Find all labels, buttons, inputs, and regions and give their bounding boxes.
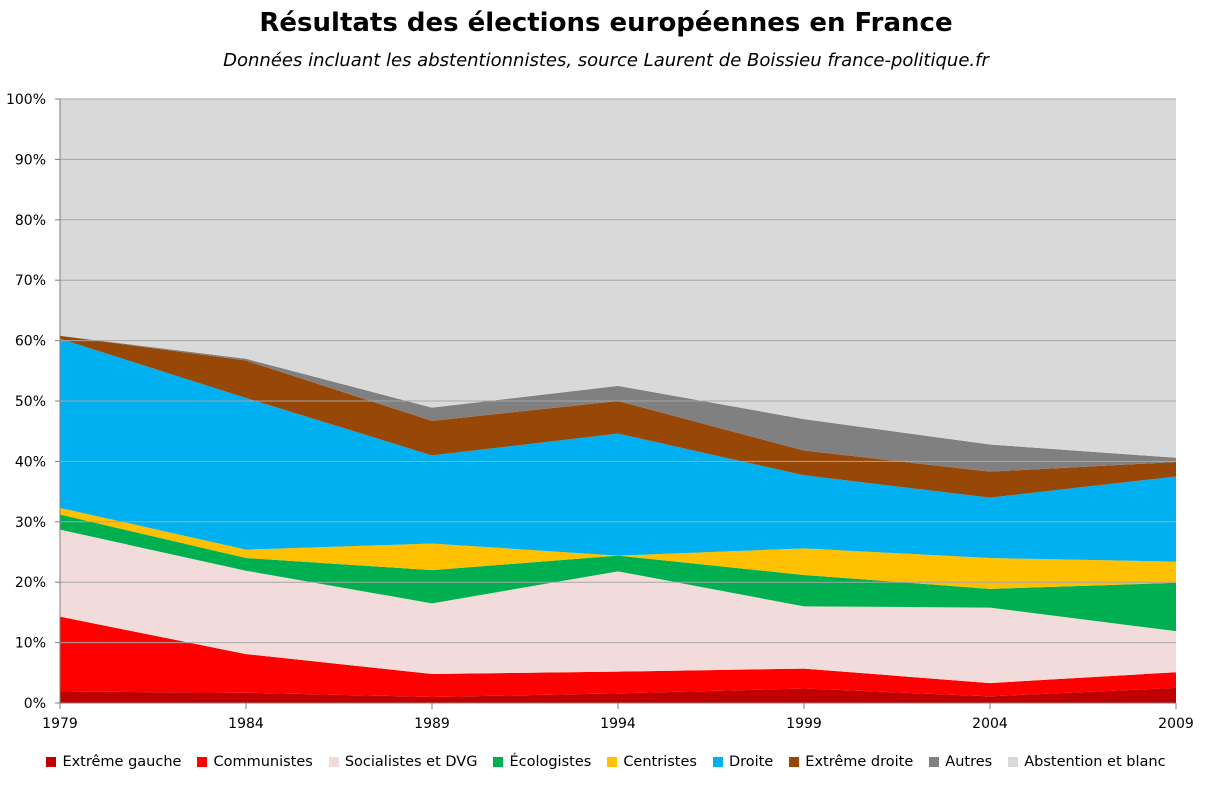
- y-tick-label: 80%: [15, 213, 46, 229]
- grid-layer: [60, 98, 1176, 704]
- legend-swatch: [929, 757, 940, 767]
- legend-label: Écologistes: [509, 754, 592, 770]
- area-series-6: [60, 335, 1176, 498]
- legend-item: Droite: [712, 754, 774, 770]
- chart-title: Résultats des élections européennes en F…: [259, 8, 953, 38]
- legend-swatch: [328, 757, 339, 767]
- area-series-7: [60, 335, 1176, 472]
- area-series-1: [60, 616, 1176, 697]
- area-series-8: [60, 99, 1176, 458]
- axis-layer: 0% 10% 20% 30% 40% 50% 60% 70% 80% 90% 100% 1979 198…: [6, 92, 1194, 732]
- area-series-0: [60, 687, 1176, 703]
- x-tick-label: 1984: [228, 716, 264, 732]
- legend-swatch: [46, 757, 57, 767]
- legend-item: Socialistes et DVG: [328, 754, 478, 770]
- area-series-2: [60, 529, 1176, 684]
- area-series-3: [60, 514, 1176, 632]
- area-series-4: [60, 507, 1176, 589]
- y-tick-label: 30%: [15, 515, 46, 531]
- y-tick-label: 100%: [6, 92, 46, 108]
- legend-item: Abstention et blanc: [1008, 754, 1166, 770]
- y-tick-label: 40%: [15, 454, 46, 470]
- legend-label: Communistes: [213, 754, 313, 770]
- legend-item: Écologistes: [493, 754, 591, 770]
- y-tick-label: 90%: [15, 152, 46, 168]
- legend: Extrême gauche Communistes Socialistes et …: [0, 754, 1212, 770]
- legend-swatch: [493, 757, 504, 767]
- y-tick-label: 0%: [24, 696, 46, 712]
- chart-subtitle: Données incluant les abstentionnistes, s…: [223, 50, 989, 71]
- y-tick-label: 50%: [15, 394, 46, 410]
- legend-item: Centristes: [607, 754, 697, 770]
- legend-item: Communistes: [197, 754, 313, 770]
- x-tick-label: 1989: [414, 716, 450, 732]
- x-tick-label: 2004: [972, 716, 1008, 732]
- legend-label: Extrême gauche: [62, 754, 182, 770]
- legend-label: Droite: [728, 754, 774, 770]
- x-tick-label: 1999: [786, 716, 822, 732]
- x-tick-label: 2009: [1158, 716, 1194, 732]
- legend-swatch: [712, 757, 723, 767]
- legend-label: Autres: [945, 754, 993, 770]
- legend-item: Extrême gauche: [46, 754, 181, 770]
- legend-swatch: [607, 757, 618, 767]
- legend-label: Centristes: [623, 754, 697, 770]
- y-tick-label: 10%: [15, 636, 46, 652]
- area-series-5: [60, 338, 1176, 562]
- legend-swatch: [789, 757, 800, 767]
- y-tick-label: 20%: [15, 575, 46, 591]
- legend-swatch: [197, 757, 208, 767]
- y-tick-label: 70%: [15, 273, 46, 289]
- legend-item: Autres: [929, 754, 992, 770]
- legend-label: Extrême droite: [805, 754, 914, 770]
- x-tick-label: 1979: [42, 716, 78, 732]
- legend-label: Abstention et blanc: [1024, 754, 1166, 770]
- legend-item: Extrême droite: [789, 754, 913, 770]
- legend-label: Socialistes et DVG: [344, 754, 478, 770]
- legend-swatch: [1008, 757, 1019, 767]
- areas-layer: [60, 99, 1176, 703]
- x-tick-label: 1994: [600, 716, 636, 732]
- y-tick-label: 60%: [15, 334, 46, 350]
